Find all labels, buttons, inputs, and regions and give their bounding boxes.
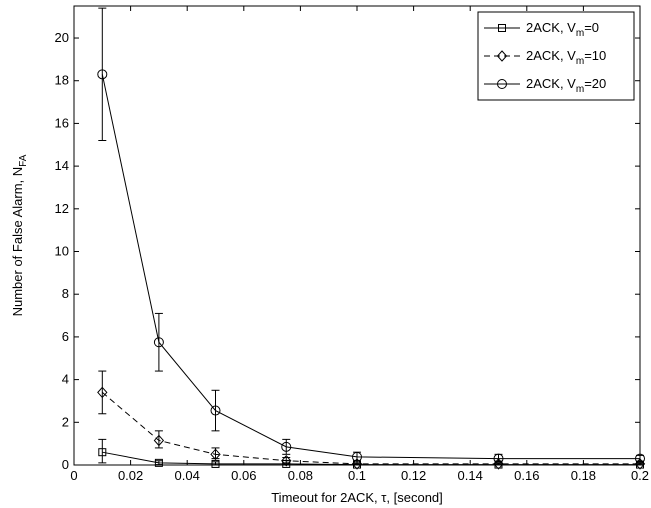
y-tick-label: 20 — [55, 30, 69, 45]
x-axis: 0 0.02 0.04 0.06 0.08 0.1 0.12 0.14 0.16 0.18 0.2 — [70, 6, 649, 483]
series-circle — [97, 7, 645, 464]
legend-label-sub: m — [576, 56, 584, 67]
x-tick-label: 0.1 — [348, 468, 366, 483]
square-marker — [98, 448, 107, 457]
diamond-marker — [351, 458, 363, 470]
circle-marker — [635, 453, 645, 464]
y-tick-label: 14 — [55, 158, 69, 173]
legend-entry: 2ACK, Vm=10 — [484, 48, 606, 67]
legend-label: 2ACK, Vm=0 — [526, 20, 599, 39]
series-diamond — [97, 370, 646, 470]
square-marker — [211, 459, 220, 468]
diamond-marker — [281, 454, 292, 467]
legend-label-main: 2ACK, V — [526, 48, 576, 63]
legend-label-suffix: =20 — [584, 76, 606, 91]
legend-box — [477, 11, 635, 101]
diamond-marker — [496, 50, 508, 62]
circle-marker — [97, 69, 108, 80]
series-line — [101, 392, 640, 465]
legend-label-sub: m — [576, 84, 584, 95]
circle-marker — [352, 451, 362, 462]
x-tick-label: 0.2 — [631, 468, 649, 483]
legend-label-suffix: =10 — [584, 48, 606, 63]
x-tick-label: 0.12 — [401, 468, 426, 483]
circle-marker — [281, 441, 292, 452]
diamond-marker — [97, 386, 108, 399]
x-tick-label: 0 — [70, 468, 77, 483]
x-tick-label: 0.02 — [118, 468, 143, 483]
series-layer — [97, 7, 646, 470]
square-marker — [498, 24, 506, 32]
x-tick-label: 0.06 — [231, 468, 256, 483]
circle-marker — [210, 405, 221, 416]
diamond-marker — [210, 448, 221, 461]
y-tick-label: 16 — [55, 115, 69, 130]
y-tick-label: 2 — [62, 414, 69, 429]
legend-label-sub: m — [576, 28, 584, 39]
diamond-marker — [153, 434, 165, 447]
circle-marker — [493, 453, 504, 464]
x-tick-label: 0.14 — [458, 468, 483, 483]
y-axis-label-main: Number of False Alarm, N — [10, 167, 25, 317]
legend-label: 2ACK, Vm=10 — [526, 48, 606, 67]
y-tick-label: 18 — [55, 73, 69, 88]
legend-label-main: 2ACK, V — [526, 76, 576, 91]
series-line — [101, 74, 640, 460]
square-marker — [154, 458, 163, 467]
y-tick-label: 0 — [62, 457, 69, 472]
x-tick-label: 0.18 — [571, 468, 596, 483]
legend-label: 2ACK, Vm=20 — [526, 76, 606, 95]
circle-marker — [497, 79, 507, 89]
legend-label-suffix: =0 — [584, 20, 599, 35]
y-tick-label: 10 — [55, 244, 69, 259]
legend-entry: 2ACK, Vm=20 — [484, 76, 606, 95]
y-tick-label: 8 — [62, 286, 69, 301]
y-axis-label-sub: FA — [18, 154, 29, 167]
series-square — [98, 438, 644, 469]
y-axis: 0 2 4 6 8 10 12 14 16 18 20 — [55, 30, 640, 472]
legend-label-main: 2ACK, V — [526, 20, 576, 35]
x-tick-label: 0.04 — [175, 468, 200, 483]
legend-entry: 2ACK, Vm=0 — [484, 20, 599, 39]
x-tick-label: 0.08 — [288, 468, 313, 483]
circle-marker — [153, 337, 164, 348]
y-tick-label: 6 — [62, 329, 69, 344]
y-tick-label: 4 — [62, 372, 69, 387]
y-axis-label: Number of False Alarm, NFA — [10, 154, 29, 316]
x-axis-label: Timeout for 2ACK, τ, [second] — [271, 490, 443, 505]
y-tick-label: 12 — [55, 201, 69, 216]
x-tick-label: 0.16 — [514, 468, 539, 483]
